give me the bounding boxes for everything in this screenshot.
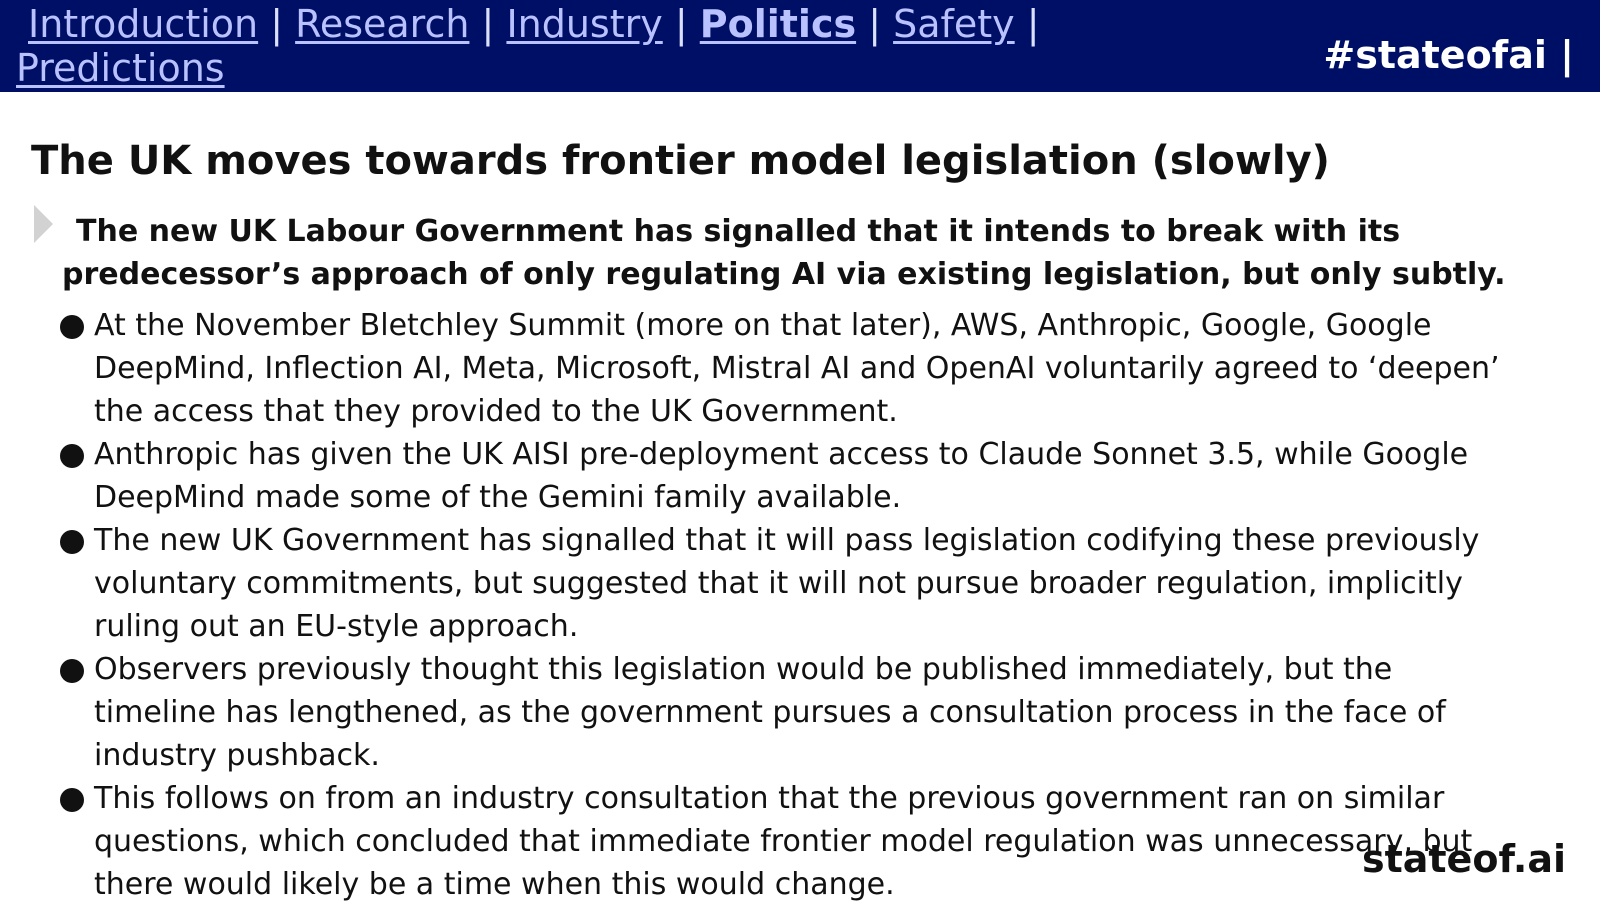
bullet-line: industry pushback. [94,738,380,773]
bullet-line: This follows on from an industry consult… [94,781,1445,816]
nav-link-introduction[interactable]: Introduction [28,2,259,46]
bullet-line: questions, which concluded that immediat… [94,824,1473,859]
brand-wordmark: stateof.ai [1361,837,1566,881]
bullet-item: Observers previously thought this legisl… [58,648,1568,777]
nav-link-predictions[interactable]: Predictions [16,46,225,90]
nav-separator: | [481,2,495,46]
hashtag-label: #stateofai | [1323,33,1574,77]
bullet-line: The new UK Government has signalled that… [94,523,1480,558]
bullet-icon [60,444,84,468]
bullet-line: DeepMind made some of the Gemini family … [94,480,902,515]
bullet-item: The new UK Government has signalled that… [58,519,1568,648]
callout-text: The new UK Labour Government has signall… [62,214,1506,292]
nav-separator: | [868,2,881,46]
top-navigation-bar: Introduction | Research | Industry | Pol… [0,0,1600,92]
nav-link-safety[interactable]: Safety [893,2,1015,46]
section-navigation: Introduction | Research | Industry | Pol… [16,2,1076,90]
bullet-line: voluntary commitments, but suggested tha… [94,566,1463,601]
bullet-line: timeline has lengthened, as the governme… [94,695,1446,730]
bullet-line: Observers previously thought this legisl… [94,652,1393,687]
bullet-item: Anthropic has given the UK AISI pre-depl… [58,433,1568,519]
bullet-icon [60,788,84,812]
nav-separator: | [1026,2,1040,46]
bullet-item: At the November Bletchley Summit (more o… [58,304,1568,433]
slide-title: The UK moves towards frontier model legi… [31,138,1330,184]
bullet-icon [60,315,84,339]
bullet-line: Anthropic has given the UK AISI pre-depl… [94,437,1469,472]
nav-separator: | [674,2,688,46]
callout-arrow-icon [34,205,53,243]
bullet-line: DeepMind, Inflection AI, Meta, Microsoft… [94,351,1500,386]
bullet-line: there would likely be a time when this w… [94,867,895,902]
bullet-line: At the November Bletchley Summit (more o… [94,308,1432,343]
bullet-icon [60,659,84,683]
bullet-line: the access that they provided to the UK … [94,394,898,429]
nav-link-research[interactable]: Research [295,2,470,46]
bullet-item: This follows on from an industry consult… [58,777,1568,906]
bullet-icon [60,530,84,554]
nav-link-politics[interactable]: Politics [699,2,857,46]
nav-separator: | [270,2,284,46]
bullet-line: ruling out an EU-style approach. [94,609,579,644]
nav-link-industry[interactable]: Industry [506,2,663,46]
bullet-list: At the November Bletchley Summit (more o… [58,304,1568,906]
